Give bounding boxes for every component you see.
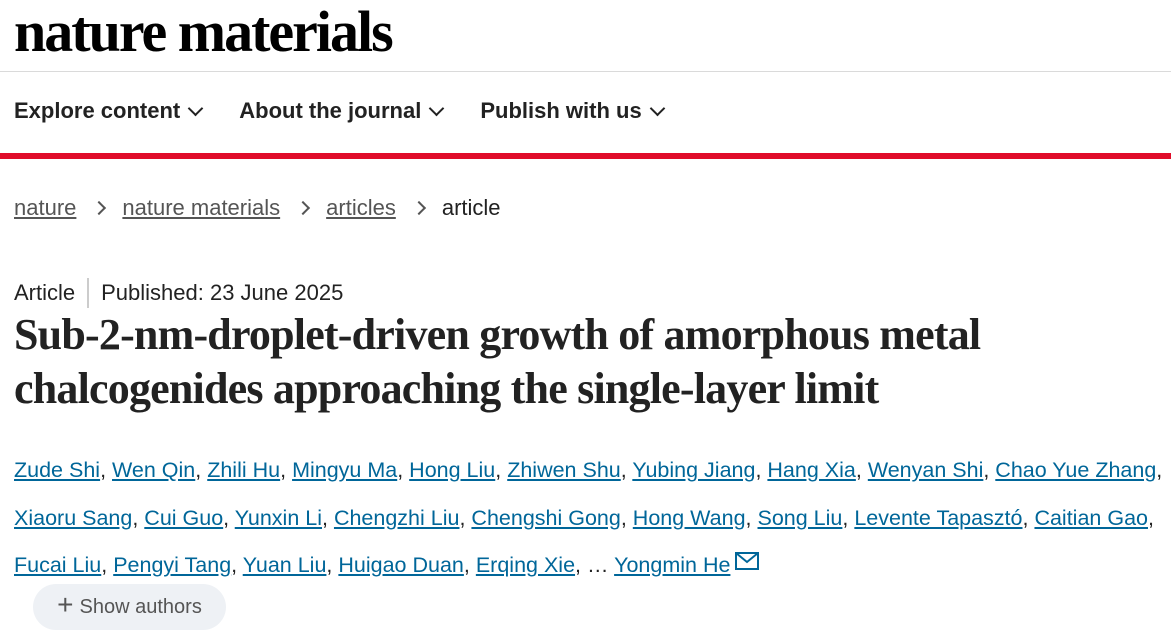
journal-logo[interactable]: nature materials [14,0,394,64]
author-link[interactable]: Hang Xia [767,458,856,482]
breadcrumb-articles[interactable]: articles [326,195,396,220]
chevron-right-icon [92,200,107,216]
author-link[interactable]: Zude Shi [14,458,101,482]
author-link[interactable]: Yunxin Li [234,505,322,530]
author-link[interactable]: Fucai Liu [14,553,102,577]
author-link[interactable]: Hong Liu [409,458,496,482]
breadcrumb: nature nature materials articles article [14,195,501,221]
author-link[interactable]: Wenyan Shi [867,458,984,482]
breadcrumb-current: article [441,195,501,220]
nav-publish-with-us[interactable]: Publish with us [480,98,665,124]
chevron-down-icon [649,100,665,116]
author-link[interactable]: Mingyu Ma [292,458,398,482]
show-authors-label: Show authors [79,595,202,618]
nav-label: Publish with us [480,98,642,123]
nav-label: About the journal [239,98,422,123]
author-link[interactable]: Yuan Liu [242,553,327,577]
chevron-down-icon [187,100,204,116]
show-authors-button[interactable]: + Show authors [33,584,226,630]
author-link[interactable]: Zhiwen Shu [507,458,621,482]
mail-icon[interactable] [735,552,760,570]
article-type: Article [14,280,76,305]
accent-bar [0,153,1171,159]
author-link[interactable]: Levente Tapasztó [854,505,1023,530]
author-link[interactable]: Pengyi Tang [113,553,232,577]
author-list: Zude Shi, Wen Qin, Zhili Hu, Mingyu Ma, … [14,458,1163,577]
author-link[interactable]: Yongmin He [614,553,731,577]
nav-explore-content[interactable]: Explore content [14,98,204,124]
plus-icon: + [57,589,74,620]
author-link[interactable]: Caitian Gao [1034,505,1148,530]
published-date: Published: 23 June 2025 [101,280,344,305]
author-link[interactable]: Huigao Duan [338,553,464,577]
author-link[interactable]: Chengzhi Liu [333,505,460,530]
ellipsis: … [587,553,609,577]
article-title: Sub-2-nm-droplet-driven growth of amorph… [14,310,981,413]
author-link[interactable]: Wen Qin [112,458,196,482]
author-link[interactable]: Hong Wang [632,505,746,530]
nav-about-journal[interactable]: About the journal [239,98,445,124]
breadcrumb-nature-materials[interactable]: nature materials [122,195,281,220]
meta-divider [87,278,90,308]
chevron-down-icon [429,100,445,116]
chevron-right-icon [411,200,426,216]
nav-label: Explore content [14,98,181,123]
header-divider [0,71,1171,72]
author-link[interactable]: Chengshi Gong [471,505,621,530]
article-meta: Article Published: 23 June 2025 [14,278,343,308]
chevron-right-icon [296,200,311,216]
breadcrumb-nature[interactable]: nature [14,195,77,220]
main-nav: Explore content About the journal Publis… [14,98,665,124]
author-link[interactable]: Chao Yue Zhang [995,458,1157,482]
author-link[interactable]: Zhili Hu [207,458,281,482]
author-link[interactable]: Erqing Xie [475,553,576,577]
author-link[interactable]: Song Liu [757,505,843,530]
author-link[interactable]: Cui Guo [144,505,224,530]
author-link[interactable]: Xiaoru Sang [14,505,133,530]
author-link[interactable]: Yubing Jiang [632,458,756,482]
